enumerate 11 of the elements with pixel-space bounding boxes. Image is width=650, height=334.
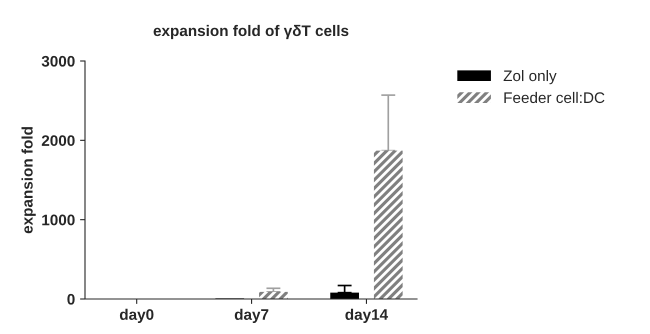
x-tick-label: day0 bbox=[120, 308, 154, 323]
y-axis-title: expansion fold bbox=[21, 127, 36, 234]
x-tick-label: day14 bbox=[345, 308, 388, 323]
chart-title: expansion fold of γδT cells bbox=[154, 24, 348, 40]
y-tick-label: 2000 bbox=[42, 135, 75, 146]
legend-label: Feeder cell:DC bbox=[504, 92, 604, 104]
legend-label: Zol only bbox=[504, 70, 557, 84]
y-tick-label: 1000 bbox=[42, 214, 75, 226]
y-tick-label: 3000 bbox=[42, 56, 75, 67]
x-tick-label: day7 bbox=[234, 308, 268, 323]
y-tick-label: 0 bbox=[67, 294, 75, 305]
